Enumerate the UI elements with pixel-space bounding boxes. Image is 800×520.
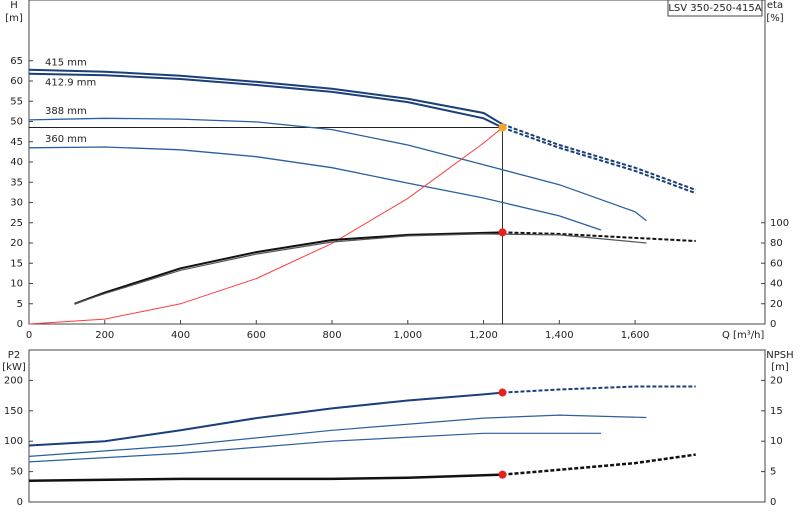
duty-point xyxy=(498,470,507,479)
duty-point xyxy=(498,123,507,132)
y-tick-label: 150 xyxy=(4,406,23,417)
curve xyxy=(28,72,503,129)
y2-tick-label: 40 xyxy=(770,279,783,290)
curve xyxy=(28,473,503,482)
curve xyxy=(28,127,503,325)
chart-title: LSV 350-250-415A xyxy=(668,3,761,14)
y2-tick-label: 0 xyxy=(770,497,776,508)
curve xyxy=(502,385,696,394)
curve xyxy=(502,123,697,191)
curve xyxy=(502,453,696,476)
curve xyxy=(28,432,601,463)
y2-tick-label: 0 xyxy=(770,319,776,330)
y2-tick-label: 20 xyxy=(770,299,783,310)
curve-label: 415 mm xyxy=(45,58,87,69)
curve xyxy=(74,231,503,305)
x-tick-label: 1,600 xyxy=(621,330,650,341)
y2-label: eta xyxy=(767,0,783,11)
y-unit: [kW] xyxy=(2,362,26,373)
curve xyxy=(28,117,647,222)
y-tick-label: 0 xyxy=(17,319,23,330)
y-tick-label: 15 xyxy=(10,258,23,269)
y2-tick-label: 10 xyxy=(770,436,783,447)
y-tick-label: 25 xyxy=(10,218,23,229)
y2-label: NPSH xyxy=(766,350,793,361)
plot-frame xyxy=(28,0,766,325)
y-tick-label: 45 xyxy=(10,137,23,148)
curve xyxy=(28,68,504,126)
x-tick-label: 1,000 xyxy=(393,330,422,341)
y-tick-label: 50 xyxy=(10,117,23,128)
y-tick-label: 50 xyxy=(10,467,23,478)
y-tick-label: 5 xyxy=(17,299,23,310)
x-tick-label: 600 xyxy=(247,330,266,341)
curve-label: 412.9 mm xyxy=(45,78,96,89)
y-unit: [m] xyxy=(5,13,23,24)
y-tick-label: 60 xyxy=(10,76,23,87)
y-tick-label: 30 xyxy=(10,198,23,209)
plot-frame xyxy=(28,349,766,503)
y-tick-label: 40 xyxy=(10,157,23,168)
y-tick-label: 100 xyxy=(4,436,23,447)
y-tick-label: 35 xyxy=(10,177,23,188)
y2-tick-label: 15 xyxy=(770,406,783,417)
curve xyxy=(502,126,697,195)
x-tick-label: 800 xyxy=(322,330,341,341)
x-tick-label: 0 xyxy=(26,330,32,341)
curve xyxy=(502,231,696,242)
curve xyxy=(28,146,602,231)
x-tick-label: 1,400 xyxy=(545,330,574,341)
y2-tick-label: 60 xyxy=(770,258,783,269)
y-tick-label: 55 xyxy=(10,96,23,107)
curve xyxy=(28,391,503,447)
y-label: P2 xyxy=(8,350,20,361)
x-tick-label: 400 xyxy=(171,330,190,341)
y-tick-label: 200 xyxy=(4,375,23,386)
x-tick-label: 200 xyxy=(95,330,114,341)
y-tick-label: 10 xyxy=(10,279,23,290)
y-tick-label: 65 xyxy=(10,56,23,67)
y2-unit: [%] xyxy=(766,13,783,24)
duty-point xyxy=(498,388,507,397)
curve-label: 360 mm xyxy=(45,134,87,145)
curve xyxy=(28,414,647,457)
y-tick-label: 0 xyxy=(17,497,23,508)
y2-tick-label: 100 xyxy=(770,218,789,229)
y2-tick-label: 20 xyxy=(770,375,783,386)
y-label: H xyxy=(10,0,18,11)
duty-point xyxy=(498,228,507,237)
curve xyxy=(74,233,647,305)
x-tick-label: 1,200 xyxy=(469,330,498,341)
curve-label: 388 mm xyxy=(45,106,87,117)
x-label: Q [m³/h] xyxy=(722,330,764,341)
y2-tick-label: 5 xyxy=(770,467,776,478)
y2-unit: [m] xyxy=(771,362,789,373)
y-tick-label: 20 xyxy=(10,238,23,249)
y2-tick-label: 80 xyxy=(770,238,783,249)
title-box xyxy=(667,0,763,17)
